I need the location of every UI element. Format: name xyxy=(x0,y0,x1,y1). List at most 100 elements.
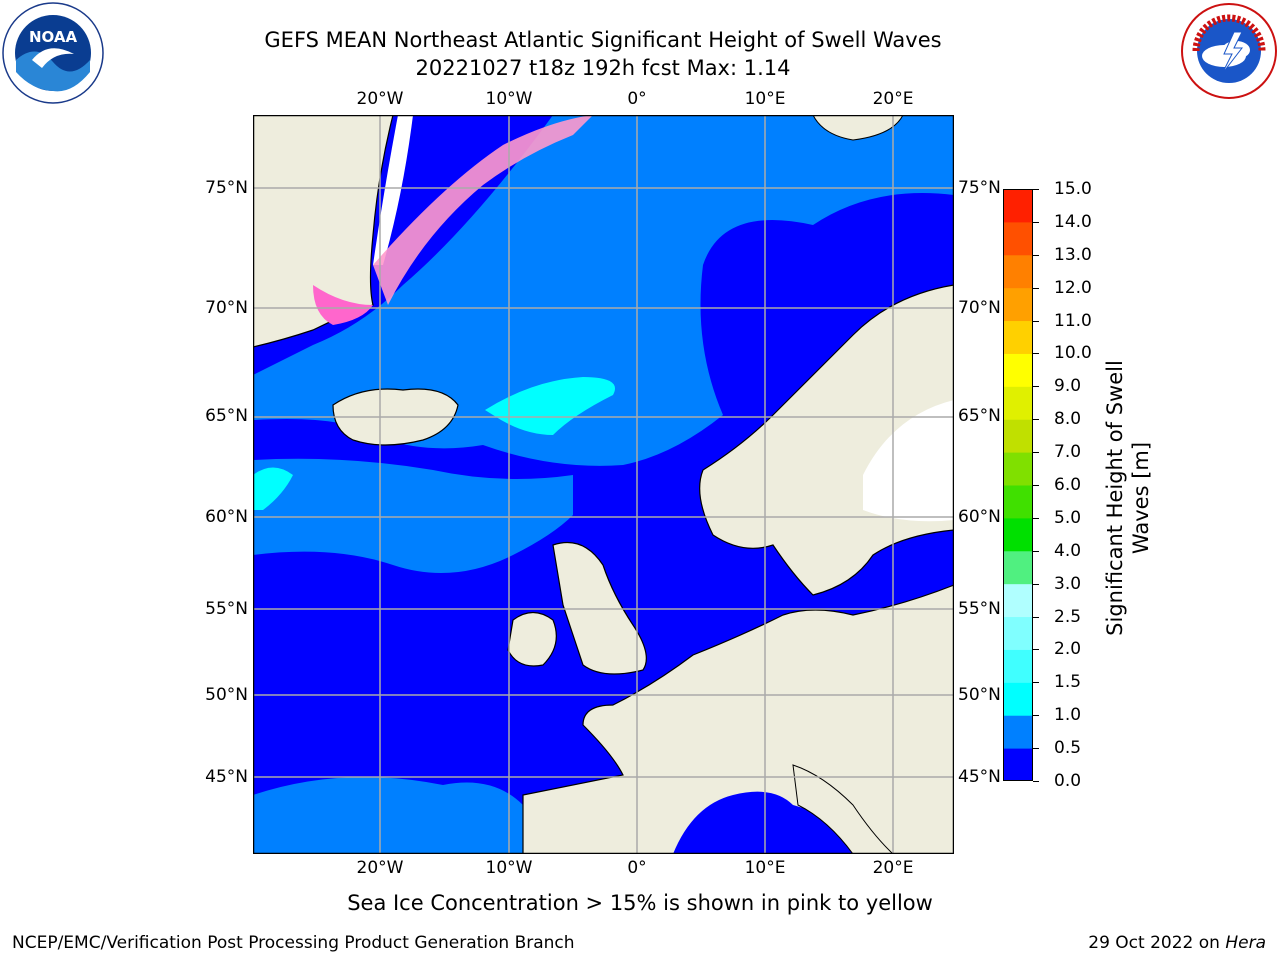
colorbar-tick-label: 1.0 xyxy=(1054,705,1082,726)
colorbar-tick-mark xyxy=(1033,517,1039,519)
colorbar-tick-label: 8.0 xyxy=(1054,409,1082,430)
colorbar-tick-label: 15.0 xyxy=(1054,179,1092,199)
baltic-ice-free-zone xyxy=(863,400,954,522)
map-title-line2: 20221027 t18z 192h fcst Max: 1.14 xyxy=(415,56,791,80)
colorbar-tick-label: 5.0 xyxy=(1054,507,1082,528)
colorbar-tick-mark xyxy=(1033,616,1039,618)
lat-label-left: 60°N xyxy=(205,507,248,527)
lat-label-right: 45°N xyxy=(958,767,1001,787)
colorbar-tick-mark xyxy=(1033,189,1039,190)
date-text: 29 Oct 2022 on xyxy=(1088,933,1226,953)
colorbar-tick-label: 7.0 xyxy=(1054,442,1082,463)
lat-label-left: 65°N xyxy=(205,406,248,426)
colorbar-segment xyxy=(1003,189,1033,223)
nws-logo xyxy=(1180,2,1278,100)
lat-label-left: 45°N xyxy=(205,767,248,787)
colorbar-tick-mark xyxy=(1033,748,1039,750)
sea-ice-note: Sea Ice Concentration > 15% is shown in … xyxy=(347,891,933,915)
continental-europe-land xyxy=(522,584,955,855)
colorbar-tick-label: 1.5 xyxy=(1054,672,1082,693)
colorbar-segment xyxy=(1003,616,1033,650)
colorbar-tick-mark xyxy=(1033,353,1039,355)
colorbar-tick-label: 6.0 xyxy=(1054,475,1082,495)
colorbar-segment xyxy=(1003,287,1033,322)
graticule xyxy=(253,115,954,854)
lon-label-top: 20°E xyxy=(872,89,914,109)
mediterranean-sea xyxy=(673,791,873,854)
colorbar-tick-mark xyxy=(1033,649,1039,651)
colorbar-tick-label: 11.0 xyxy=(1054,310,1092,331)
colorbar-tick-mark xyxy=(1033,221,1039,223)
colorbar-tick-mark xyxy=(1033,254,1039,256)
colorbar-tick-label: 0.5 xyxy=(1054,738,1082,759)
lon-label-top: 10°E xyxy=(744,89,786,109)
colorbar-tick-label: 14.0 xyxy=(1054,211,1092,232)
colorbar xyxy=(1003,189,1033,782)
ocean-high-swell-patch-west xyxy=(253,467,293,510)
lon-label-top: 10°W xyxy=(485,89,533,109)
colorbar-tick-label: 13.0 xyxy=(1054,244,1092,265)
colorbar-segment xyxy=(1003,485,1033,519)
date-line: 29 Oct 2022 on Hera xyxy=(1088,933,1266,953)
sea-ice-edge-greenland xyxy=(313,285,373,325)
svalbard-land xyxy=(812,114,904,141)
lon-label-top: 20°W xyxy=(356,89,404,109)
colorbar-segment xyxy=(1003,682,1033,716)
sea-ice-edge-fram-strait xyxy=(373,115,593,305)
colorbar-segment xyxy=(1003,748,1033,782)
colorbar-tick-mark xyxy=(1033,550,1039,552)
colorbar-segment xyxy=(1003,320,1033,354)
colorbar-tick-label: 10.0 xyxy=(1054,343,1092,364)
lat-label-right: 55°N xyxy=(958,599,1001,619)
colorbar-segment xyxy=(1003,353,1033,387)
sea-ice-free-zone xyxy=(373,115,413,265)
colorbar-tick-mark xyxy=(1033,452,1039,454)
colorbar-segment xyxy=(1003,221,1033,256)
colorbar-segment xyxy=(1003,550,1033,585)
lat-label-right: 50°N xyxy=(958,685,1001,705)
colorbar-tick-mark xyxy=(1033,485,1039,486)
colorbar-segment xyxy=(1003,254,1033,289)
host-name: Hera xyxy=(1225,933,1266,953)
lat-label-right: 65°N xyxy=(958,406,1001,426)
map-frame xyxy=(252,114,955,855)
lon-label-bottom: 20°W xyxy=(356,858,404,878)
colorbar-tick-label: 3.0 xyxy=(1054,573,1082,594)
lat-label-right: 70°N xyxy=(958,298,1001,318)
lon-label-bottom: 10°W xyxy=(485,858,533,878)
colorbar-tick-mark xyxy=(1033,682,1039,684)
colorbar-tick-mark xyxy=(1033,419,1039,421)
colorbar-tick-mark xyxy=(1033,386,1039,388)
swell-height-map xyxy=(252,114,955,855)
lon-label-bottom: 20°E xyxy=(872,858,914,878)
lat-label-right: 75°N xyxy=(958,178,1001,198)
colorbar-segment xyxy=(1003,419,1033,453)
noaa-logo-text: NOAA xyxy=(29,28,78,46)
ocean-mid-swell-area-south xyxy=(253,777,523,854)
lat-label-left: 50°N xyxy=(205,685,248,705)
ireland-land xyxy=(507,611,557,667)
colorbar-label: Significant Height of Swell Waves [m] xyxy=(1103,360,1153,636)
map-title-line1: GEFS MEAN Northeast Atlantic Significant… xyxy=(264,28,942,52)
colorbar-tick-mark xyxy=(1033,583,1039,585)
lon-label-bottom: 0° xyxy=(627,858,647,878)
colorbar-segment xyxy=(1003,715,1033,749)
ocean-mid-swell-area-north xyxy=(253,115,954,466)
colorbar-tick-mark xyxy=(1033,715,1039,717)
colorbar-tick-label: 2.5 xyxy=(1054,606,1082,627)
colorbar-tick-mark xyxy=(1033,287,1039,289)
colorbar-tick-label: 0.0 xyxy=(1054,771,1082,791)
lat-label-right: 60°N xyxy=(958,507,1001,527)
colorbar-tick-label: 9.0 xyxy=(1054,376,1082,397)
lon-label-top: 0° xyxy=(627,89,647,109)
lat-label-left: 70°N xyxy=(205,298,248,318)
great-britain-land xyxy=(552,541,647,675)
colorbar-segment xyxy=(1003,649,1033,683)
colorbar-tick-mark xyxy=(1033,320,1039,322)
colorbar-tick-mark xyxy=(1033,781,1039,782)
colorbar-segment xyxy=(1003,386,1033,420)
colorbar-frame xyxy=(1003,189,1033,781)
lon-label-bottom: 10°E xyxy=(744,858,786,878)
colorbar-segment xyxy=(1003,452,1033,486)
colorbar-segment xyxy=(1003,517,1033,552)
